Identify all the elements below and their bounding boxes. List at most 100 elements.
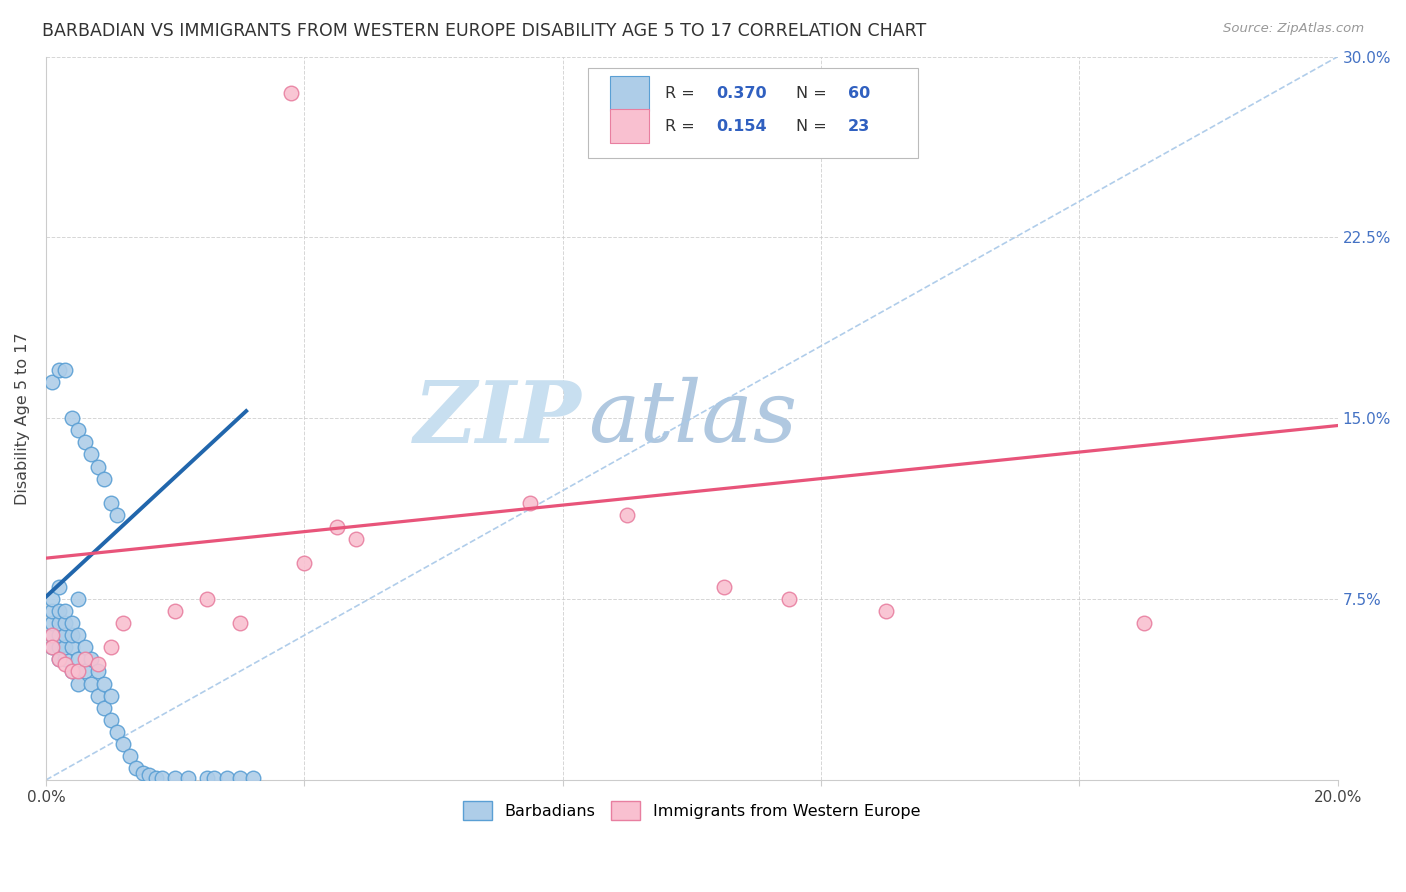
Point [242, 771, 264, 785]
Point [228, 771, 250, 785]
Text: BARBADIAN VS IMMIGRANTS FROM WESTERN EUROPE DISABILITY AGE 5 TO 17 CORRELATION C: BARBADIAN VS IMMIGRANTS FROM WESTERN EUR… [42, 22, 927, 40]
FancyBboxPatch shape [610, 76, 650, 111]
Point [165, 771, 187, 785]
Point [60, 411, 83, 425]
Point [100, 640, 122, 655]
Legend: Barbadians, Immigrants from Western Europe: Barbadians, Immigrants from Western Euro… [457, 795, 927, 826]
Point [215, 771, 238, 785]
Point [60, 628, 83, 642]
Point [48, 640, 70, 655]
Point [105, 508, 128, 522]
Point [73, 652, 96, 666]
Point [41, 628, 63, 642]
Point [93, 700, 115, 714]
Point [41, 592, 63, 607]
Point [60, 616, 83, 631]
Text: R =: R = [665, 86, 700, 101]
Point [60, 640, 83, 655]
Point [67, 652, 90, 666]
Point [48, 652, 70, 666]
Point [519, 496, 541, 510]
Point [280, 86, 302, 100]
Point [132, 765, 155, 780]
Point [48, 652, 70, 666]
Point [41, 628, 63, 642]
Point [53, 657, 76, 672]
Text: R =: R = [665, 119, 700, 134]
Point [145, 771, 167, 785]
Point [53, 628, 76, 642]
Point [86, 459, 108, 474]
FancyBboxPatch shape [589, 68, 918, 158]
FancyBboxPatch shape [610, 109, 650, 144]
Point [67, 676, 90, 690]
Point [202, 771, 225, 785]
Point [53, 640, 76, 655]
Point [73, 665, 96, 679]
Y-axis label: Disability Age 5 to 17: Disability Age 5 to 17 [15, 332, 30, 505]
Point [165, 604, 187, 618]
Point [53, 604, 76, 618]
Point [80, 652, 103, 666]
Point [344, 532, 367, 546]
Point [60, 665, 83, 679]
Point [48, 628, 70, 642]
Point [875, 604, 897, 618]
Point [112, 616, 135, 631]
Point [778, 592, 800, 607]
Text: 0.370: 0.370 [716, 86, 766, 101]
Point [138, 768, 160, 782]
Point [73, 640, 96, 655]
Point [228, 616, 250, 631]
Text: 60: 60 [848, 86, 870, 101]
Point [73, 435, 96, 450]
Point [41, 616, 63, 631]
Point [86, 665, 108, 679]
Text: 23: 23 [848, 119, 870, 134]
Text: 0.154: 0.154 [716, 119, 766, 134]
Point [125, 761, 148, 775]
Point [41, 640, 63, 655]
Text: ZIP: ZIP [415, 376, 582, 460]
Point [713, 580, 735, 594]
Point [616, 508, 638, 522]
Point [292, 556, 315, 570]
Point [48, 604, 70, 618]
Point [100, 496, 122, 510]
Point [325, 520, 347, 534]
Point [80, 448, 103, 462]
Point [100, 689, 122, 703]
Point [67, 423, 90, 437]
Point [48, 580, 70, 594]
Point [48, 363, 70, 377]
Point [53, 652, 76, 666]
Point [60, 665, 83, 679]
Point [67, 628, 90, 642]
Point [41, 604, 63, 618]
Text: atlas: atlas [589, 377, 797, 459]
Text: N =: N = [796, 86, 832, 101]
Point [41, 640, 63, 655]
Point [100, 713, 122, 727]
Point [1133, 616, 1156, 631]
Point [53, 616, 76, 631]
Point [197, 592, 219, 607]
Point [41, 375, 63, 389]
Point [118, 748, 141, 763]
Point [80, 676, 103, 690]
Point [67, 665, 90, 679]
Point [105, 724, 128, 739]
Point [48, 616, 70, 631]
Text: Source: ZipAtlas.com: Source: ZipAtlas.com [1223, 22, 1364, 36]
Point [93, 676, 115, 690]
Point [197, 771, 219, 785]
Point [67, 592, 90, 607]
Point [86, 689, 108, 703]
Point [112, 737, 135, 751]
Point [177, 771, 200, 785]
Point [86, 657, 108, 672]
Text: N =: N = [796, 119, 832, 134]
Point [150, 771, 173, 785]
Point [53, 363, 76, 377]
Point [93, 472, 115, 486]
